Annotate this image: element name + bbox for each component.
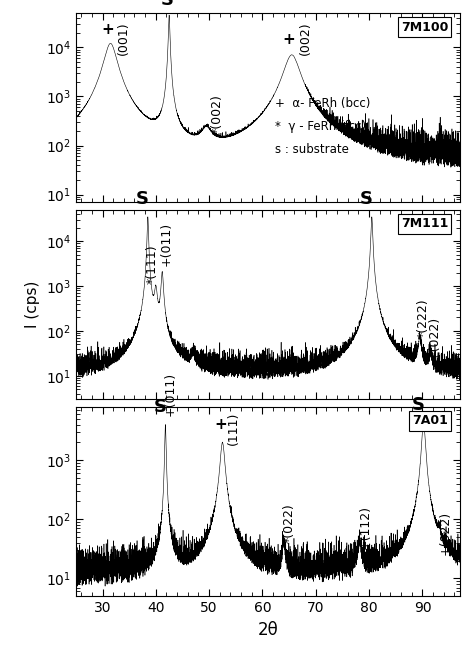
Text: (111): (111) [227,411,240,445]
X-axis label: 2θ: 2θ [257,621,278,638]
Text: S: S [412,396,425,414]
Text: +: + [283,32,295,47]
Text: *(111): *(111) [146,244,159,284]
Text: 7M100: 7M100 [401,21,448,34]
Text: (001): (001) [118,21,130,55]
Text: +(011): +(011) [164,373,177,417]
Text: +(022): +(022) [428,316,441,360]
Text: *(022): *(022) [283,503,296,543]
Y-axis label: I (cps): I (cps) [25,281,40,329]
Text: S: S [136,190,149,208]
Text: *(002): *(002) [210,95,224,134]
Text: *  γ - FeRh (fcc): * γ - FeRh (fcc) [275,120,366,133]
Text: +(022): +(022) [438,511,451,555]
Text: +(112): +(112) [358,505,371,548]
Text: s : substrate: s : substrate [275,143,349,156]
Text: +  α- FeRh (bcc): + α- FeRh (bcc) [275,97,371,110]
Text: (002): (002) [299,21,311,55]
Text: +: + [101,22,114,38]
Text: +(011): +(011) [160,222,173,266]
Text: S: S [154,399,166,417]
Text: +: + [215,417,227,432]
Text: S: S [161,0,174,9]
Text: 7M111: 7M111 [401,218,448,231]
Text: S: S [360,190,373,208]
Text: 7A01: 7A01 [412,414,448,428]
Text: *(222): *(222) [417,298,430,338]
